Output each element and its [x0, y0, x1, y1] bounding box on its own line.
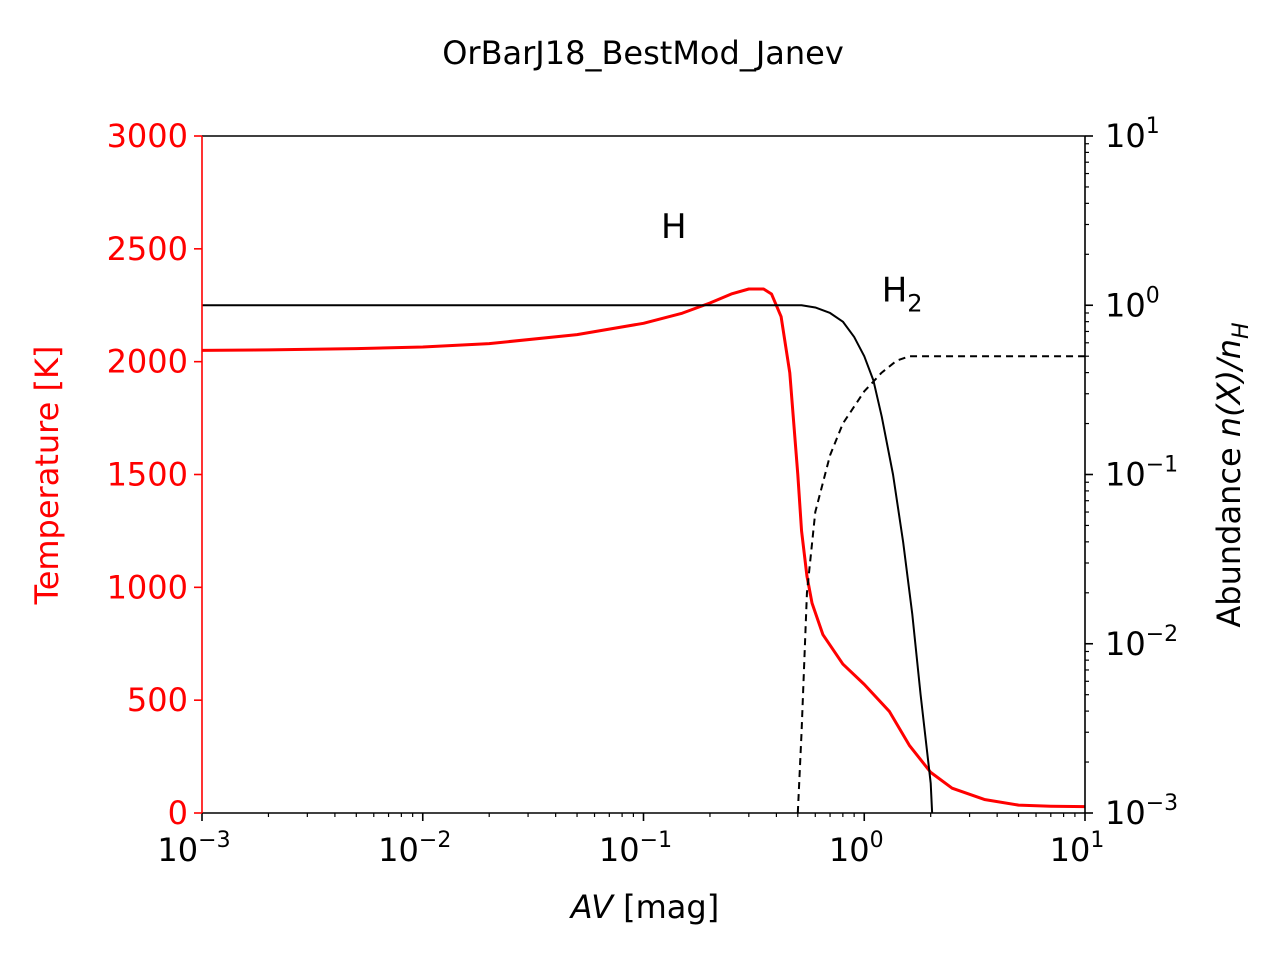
y-left-tick-label: 1000	[107, 568, 188, 606]
series-layer	[202, 287, 1085, 813]
axes-layer	[194, 135, 1093, 821]
y-left-tick-label: 2000	[107, 343, 188, 381]
x-tick-label: 10−2	[378, 828, 451, 869]
x-axis-label: AV [mag]	[569, 888, 719, 926]
x-tick-label: 10−3	[157, 828, 230, 869]
chart-title: OrBarJ18_BestMod_Janev	[442, 34, 844, 72]
x-tick-label: 10−1	[599, 828, 672, 869]
series-line-1	[202, 287, 1085, 809]
annotation-2: H2	[882, 271, 923, 318]
series-line-3	[796, 355, 1085, 813]
y-right-tick-label: 100	[1105, 283, 1160, 324]
y-right-tick-label: 10−2	[1105, 622, 1178, 663]
x-tick-label: 101	[1050, 828, 1105, 869]
x-tick-label: 100	[829, 828, 884, 869]
y-right-tick-label: 10−1	[1105, 453, 1178, 494]
labels-layer: 10−3 10−2 10−1 100 101 0 500 1000 1500 2000 2500 30…	[28, 114, 1254, 926]
y-left-tick-label: 2500	[107, 230, 188, 268]
y-left-tick-label: 3000	[107, 117, 188, 155]
y-left-tick-label: 1500	[107, 456, 188, 494]
series-line-2	[202, 304, 934, 813]
y-right-tick-label: 10−3	[1105, 791, 1178, 832]
y-right-axis-label: Abundance n(X)/nH	[1210, 322, 1254, 627]
y-left-tick-label: 0	[168, 794, 188, 832]
annotation-1: H	[661, 207, 687, 247]
y-left-axis-label: Temperature [K]	[28, 346, 66, 606]
y-right-tick-label: 101	[1105, 114, 1160, 155]
y-left-tick-label: 500	[127, 681, 188, 719]
